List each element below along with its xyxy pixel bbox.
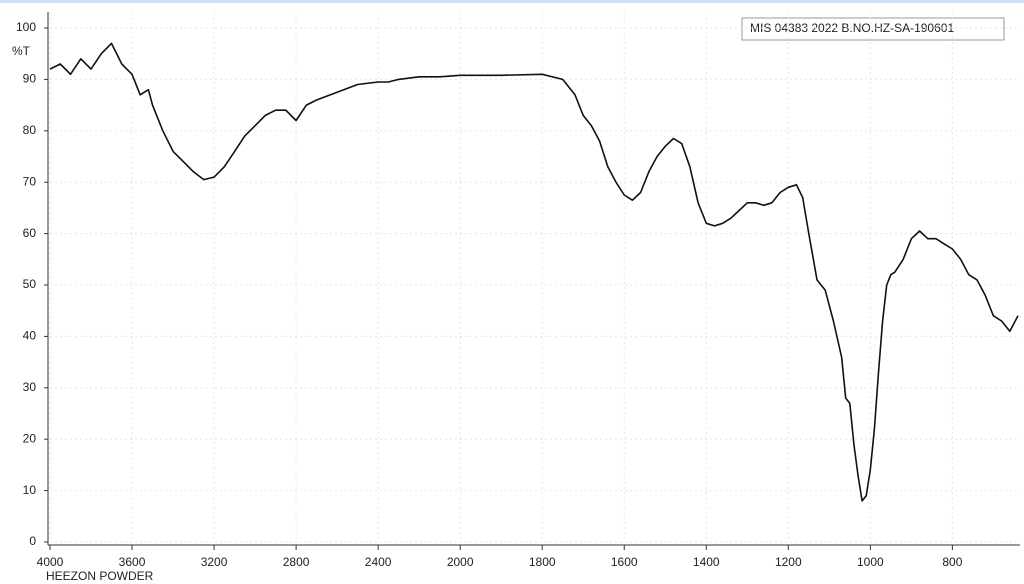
annotation-box	[741, 17, 1005, 41]
y-tick-label: 10	[23, 483, 37, 497]
y-tick-label: 0	[29, 534, 36, 548]
top-bar	[0, 0, 1024, 3]
y-tick-label: 80	[23, 123, 37, 137]
y-tick-label: 100	[16, 20, 36, 34]
y-tick-label: 20	[23, 431, 37, 445]
x-tick-label: 1200	[775, 555, 802, 569]
x-tick-label: 1600	[611, 555, 638, 569]
x-tick-label: 1800	[529, 555, 556, 569]
y-tick-label: 40	[23, 329, 37, 343]
y-axis-label: %T	[12, 44, 31, 58]
spectrum-line	[49, 42, 1019, 502]
x-tick-label: 3200	[201, 555, 228, 569]
y-tick-label: 90	[23, 72, 37, 86]
footer-label: HEEZON POWDER	[46, 569, 154, 583]
x-tick-label: 2000	[447, 555, 474, 569]
y-tick-label: 70	[23, 174, 37, 188]
x-tick-label: 1400	[693, 555, 720, 569]
x-tick-label: 2800	[283, 555, 310, 569]
y-tick-label: 50	[23, 277, 37, 291]
x-tick-label: 3600	[119, 555, 146, 569]
x-tick-label: 4000	[37, 555, 64, 569]
x-tick-label: 2400	[365, 555, 392, 569]
y-tick-label: 60	[23, 226, 37, 240]
x-tick-label: 800	[942, 555, 962, 569]
y-tick-label: 30	[23, 380, 37, 394]
annotation: MIS 04383 2022 B.NO.HZ-SA-190601	[750, 21, 954, 35]
x-tick-label: 1000	[857, 555, 884, 569]
